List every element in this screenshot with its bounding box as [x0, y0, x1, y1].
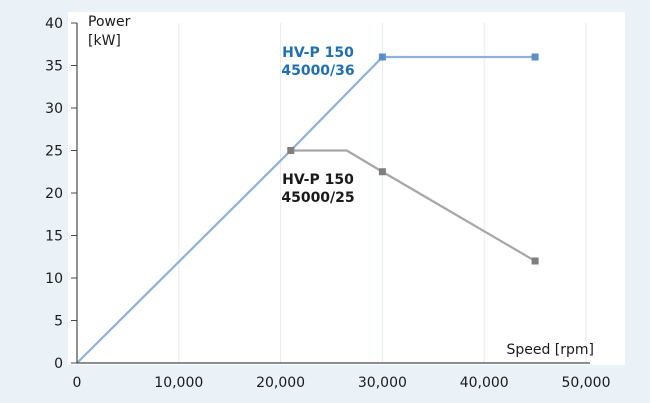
series-1-marker — [531, 53, 539, 61]
y-axis-title-line2: [kW] — [88, 33, 121, 49]
x-tick-label: 50,000 — [562, 375, 611, 391]
x-tick-label: 10,000 — [154, 375, 203, 391]
tick-labels: 0 10,000 20,000 30,000 40,000 50,000 0 5 10 15 20 2… — [45, 16, 610, 391]
y-tick-label: 35 — [45, 59, 63, 75]
plot-background — [68, 12, 625, 365]
y-tick-label: 20 — [45, 186, 63, 202]
y-tick-label: 25 — [45, 144, 63, 160]
series-label-25-line1: HV-P 150 — [282, 172, 354, 188]
x-tick-label: 30,000 — [358, 375, 407, 391]
y-tick-label: 15 — [45, 229, 63, 245]
x-tick-label: 40,000 — [460, 375, 509, 391]
y-axis-title-line1: Power — [88, 14, 131, 30]
y-tick-label: 30 — [45, 101, 63, 117]
y-tick-label: 5 — [54, 314, 63, 330]
series-label-36-line1: HV-P 150 — [282, 45, 354, 61]
x-axis-title: Speed [rpm] — [506, 342, 594, 358]
series-2-marker — [378, 168, 386, 176]
series-layer — [76, 53, 539, 364]
series-2-marker — [531, 257, 539, 265]
series-1-marker — [378, 53, 386, 61]
series-label-25-line2: 45000/25 — [281, 190, 354, 206]
series-2-marker — [287, 147, 295, 154]
y-tick-label: 0 — [54, 356, 63, 372]
grid-lines — [178, 23, 587, 363]
x-tick-label: 0 — [73, 375, 82, 391]
x-tick-label: 20,000 — [256, 375, 305, 391]
y-tick-label: 10 — [45, 271, 63, 287]
series-label-36-line2: 45000/36 — [281, 63, 354, 79]
series-line-2 — [290, 149, 536, 262]
series-line-1 — [76, 55, 536, 364]
y-tick-label: 40 — [45, 16, 63, 32]
